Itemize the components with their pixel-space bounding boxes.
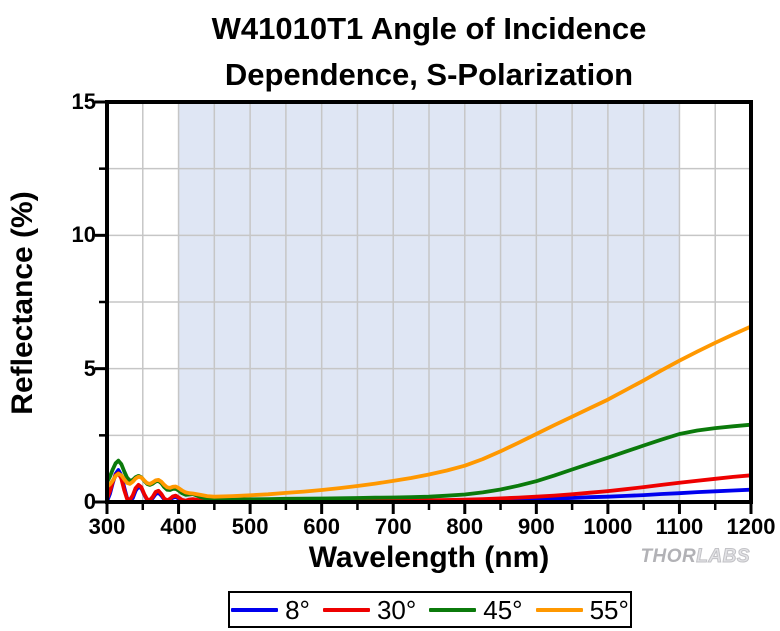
legend-line-sample-8deg: [231, 607, 279, 612]
chart-title-line2: Dependence, S-Polarization: [224, 57, 634, 92]
legend-entry-45deg: 45°: [429, 594, 523, 625]
legend-label-8deg: 8°: [285, 594, 310, 625]
x-tick-label: 1200: [726, 514, 776, 539]
x-tick-label: 700: [374, 514, 412, 539]
legend-entry-8deg: 8°: [231, 597, 310, 623]
legend: 8° 30° 45° 55°: [228, 591, 632, 628]
legend-entry-30deg: 30°: [322, 594, 417, 625]
thorlabs-watermark: THORLABS: [634, 546, 750, 568]
legend-label-45deg: 45°: [483, 594, 523, 625]
y-tick-label: 10: [71, 222, 96, 248]
chart-title-line1: W41010T1 Angle of Incidence: [211, 11, 647, 46]
thorlabs-watermark-thor: THOR: [640, 546, 697, 567]
x-tick-label: 1100: [655, 514, 704, 539]
legend-label-55deg: 55°: [589, 594, 629, 625]
legend-line-sample-45deg: [429, 607, 477, 612]
x-tick-label: 400: [160, 514, 197, 539]
x-tick-label: 900: [517, 514, 555, 539]
y-tick-label: 0: [83, 489, 96, 514]
y-tick-label: 5: [83, 355, 96, 381]
legend-line-sample-30deg: [322, 607, 370, 612]
x-tick-label: 300: [88, 514, 126, 539]
y-axis-title: Reflectance (%): [6, 191, 39, 415]
legend-line-sample-55deg: [535, 607, 583, 612]
series-curve-55°: [105, 324, 753, 499]
x-axis-title: Wavelength (nm): [308, 541, 550, 574]
x-tick-label: 500: [231, 514, 269, 539]
thorlabs-watermark-labs: LABS: [696, 546, 750, 568]
legend-label-30deg: 30°: [376, 594, 417, 625]
axes-frame: [105, 100, 753, 504]
x-tick-label: 800: [446, 514, 484, 539]
legend-entry-55deg: 55°: [535, 594, 629, 625]
x-tick-label: 1000: [583, 514, 633, 539]
chart-title: W41010T1 Angle of Incidence Dependence, …: [79, 6, 779, 98]
x-tick-label: 600: [303, 514, 341, 539]
y-tick-label: 15: [71, 89, 96, 114]
